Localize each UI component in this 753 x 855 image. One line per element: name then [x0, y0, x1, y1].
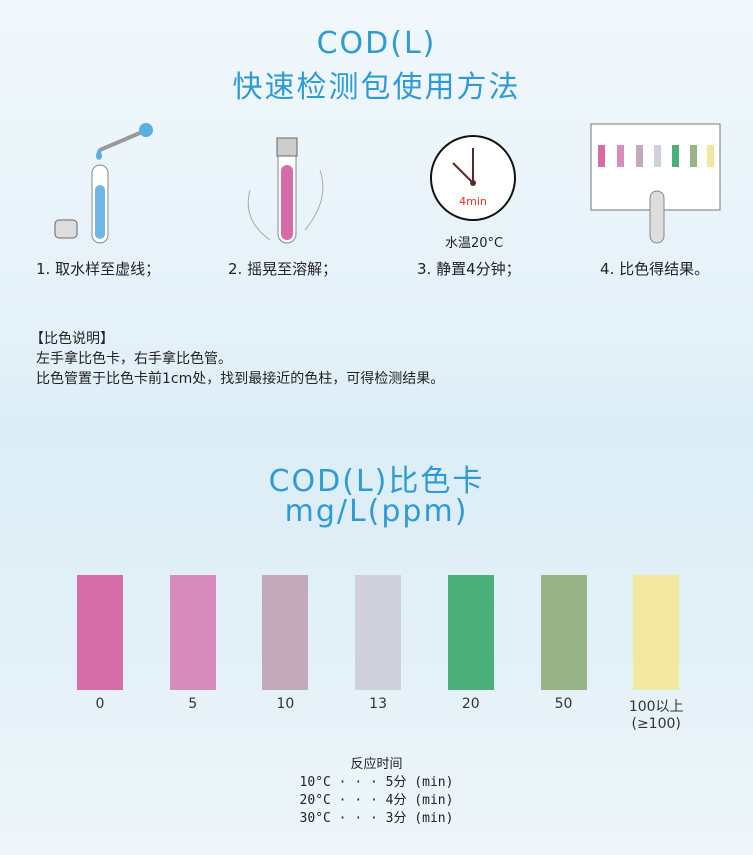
shaking-tube-icon	[247, 137, 324, 244]
color-card-compare-icon	[590, 123, 721, 244]
swatch-label: 5	[153, 696, 233, 712]
swatch-sub: (≥100)	[631, 716, 681, 732]
clock-icon: 4min	[430, 135, 516, 221]
notes-heading: 【比色说明】	[30, 331, 114, 347]
reaction-row: 10°C · · · 5分 (min)	[299, 775, 454, 790]
swatch-value: 50	[554, 696, 573, 712]
swatch-value: 0	[95, 696, 105, 712]
color-swatch	[633, 575, 680, 690]
step-2-label: 2. 摇晃至溶解；	[228, 260, 338, 278]
swatch-value: 10	[276, 696, 295, 712]
step-4-label: 4. 比色得结果。	[600, 260, 710, 278]
reaction-heading: 反应时间	[350, 757, 403, 772]
swatch-label: 0	[60, 696, 140, 712]
test-tube-dropper-icon	[54, 123, 153, 244]
color-swatch	[447, 575, 494, 690]
color-swatch	[540, 575, 587, 690]
reaction-row: 20°C · · · 4分 (min)	[299, 793, 454, 808]
notes-line1: 左手拿比色卡，右手拿比色管。	[36, 351, 232, 367]
water-temp-caption: 水温20°C	[445, 236, 504, 251]
title-line2: 快速检测包使用方法	[232, 70, 521, 105]
swatch-label: 100以上 (≥100)	[616, 696, 696, 732]
color-swatch	[355, 575, 402, 690]
swatch-label: 50	[524, 696, 604, 712]
title-line1: COD(L)	[316, 26, 437, 61]
swatch-label: 10	[245, 696, 325, 712]
card-unit: mg/L(ppm)	[284, 494, 469, 529]
color-swatch	[77, 575, 123, 690]
step-3-label: 3. 静置4分钟；	[417, 260, 521, 278]
step-1-label: 1. 取水样至虚线；	[36, 260, 161, 278]
clock-text: 4min	[459, 195, 487, 208]
swatch-label: 13	[338, 696, 418, 712]
swatch-value: 100以上	[628, 699, 684, 715]
swatch-label: 20	[431, 696, 511, 712]
color-swatch	[262, 575, 309, 690]
reaction-row: 30°C · · · 3分 (min)	[299, 811, 454, 826]
color-swatch	[169, 575, 216, 690]
card-title: COD(L)比色卡	[268, 464, 485, 499]
swatch-value: 5	[188, 696, 198, 712]
swatch-value: 20	[461, 696, 480, 712]
swatch-value: 13	[369, 696, 387, 712]
notes-line2: 比色管置于比色卡前1cm处，找到最接近的色柱，可得检测结果。	[36, 371, 445, 387]
